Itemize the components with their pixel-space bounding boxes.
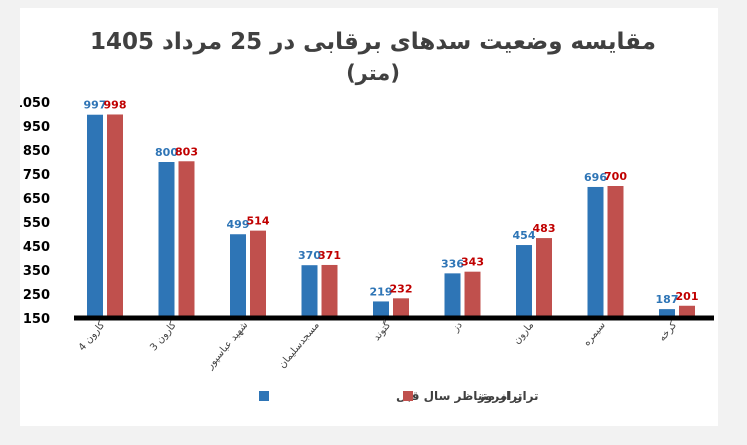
x-tick-label: گتوند <box>371 319 394 343</box>
legend-swatch <box>403 391 413 401</box>
bar-chart: مقایسه وضعیت سدهای برقابی در 25 مرداد 14… <box>20 29 714 404</box>
data-label: 201 <box>676 290 699 303</box>
chart-frame: مقایسه وضعیت سدهای برقابی در 25 مرداد 14… <box>20 8 718 426</box>
y-tick-label: 750 <box>23 168 50 183</box>
bar <box>321 264 338 318</box>
bar <box>536 238 552 318</box>
data-label: 696 <box>584 171 607 184</box>
data-label: 187 <box>656 293 679 306</box>
bar <box>393 298 409 318</box>
data-label: 514 <box>247 215 270 228</box>
x-tick-label: کارون 4 <box>77 320 108 354</box>
data-label: 800 <box>155 146 178 159</box>
data-label: 803 <box>175 145 198 158</box>
x-tick-label: سیمره <box>581 320 607 348</box>
bar <box>516 245 532 318</box>
bar <box>607 186 624 318</box>
bar <box>250 230 266 318</box>
chart-title: مقایسه وضعیت سدهای برقابی در 25 مرداد 14… <box>90 29 656 55</box>
legend-swatch <box>259 391 269 401</box>
x-tick-label: مسجدسلیمان <box>277 320 322 371</box>
bars-group <box>87 114 695 318</box>
y-axis-labels: 1050 950 850 750 650 550 450 350 250 150 <box>20 96 50 327</box>
data-label: 336 <box>441 257 464 270</box>
bar <box>107 114 123 318</box>
y-tick-label: 550 <box>23 216 50 231</box>
y-tick-label: 850 <box>23 144 50 159</box>
data-label: 343 <box>461 256 484 269</box>
bar <box>301 265 318 318</box>
data-label: 700 <box>604 170 627 183</box>
legend-label: تراز متناظر سال قبل <box>396 389 522 403</box>
data-label: 232 <box>390 282 413 295</box>
x-axis-labels: کارون 4 کارون 3 شهید عباسپور مسجدسلیمان گتون… <box>77 319 680 372</box>
x-tick-label: کارون 3 <box>148 320 179 354</box>
data-label: 219 <box>370 285 393 298</box>
y-tick-label: 950 <box>23 120 50 135</box>
x-tick-label: مارون <box>512 320 537 347</box>
data-label: 998 <box>104 98 127 111</box>
y-tick-label: 1050 <box>20 96 50 111</box>
bar <box>679 305 695 318</box>
bar <box>373 301 389 318</box>
data-label: 371 <box>318 249 341 262</box>
data-label: 997 <box>84 99 107 112</box>
y-tick-label: 150 <box>23 312 50 327</box>
y-tick-label: 450 <box>23 240 50 255</box>
bar <box>230 234 246 318</box>
chart-subtitle: (متر) <box>346 61 400 85</box>
bar <box>587 186 604 318</box>
bar <box>464 271 481 318</box>
y-tick-label: 650 <box>23 192 50 207</box>
x-tick-label: کرخه <box>657 320 680 344</box>
data-label: 454 <box>513 229 536 242</box>
legend-label: تراز امروز <box>477 389 539 404</box>
data-label: 499 <box>227 218 250 231</box>
y-tick-label: 250 <box>23 288 50 303</box>
x-tick-label: شهید عباسپور <box>204 320 250 372</box>
bar <box>444 273 461 318</box>
bar <box>158 162 175 318</box>
bar <box>659 309 675 318</box>
bar <box>87 114 103 318</box>
y-tick-label: 350 <box>23 264 50 279</box>
x-tick-label: دز <box>450 320 465 335</box>
bar <box>178 161 195 318</box>
data-label: 370 <box>298 249 321 262</box>
data-label: 483 <box>533 222 556 235</box>
